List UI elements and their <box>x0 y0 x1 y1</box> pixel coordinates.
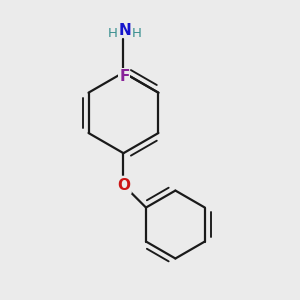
Text: H: H <box>131 27 141 40</box>
Text: F: F <box>119 69 130 84</box>
Text: N: N <box>118 22 131 38</box>
Text: O: O <box>117 178 130 193</box>
Text: H: H <box>108 27 118 40</box>
